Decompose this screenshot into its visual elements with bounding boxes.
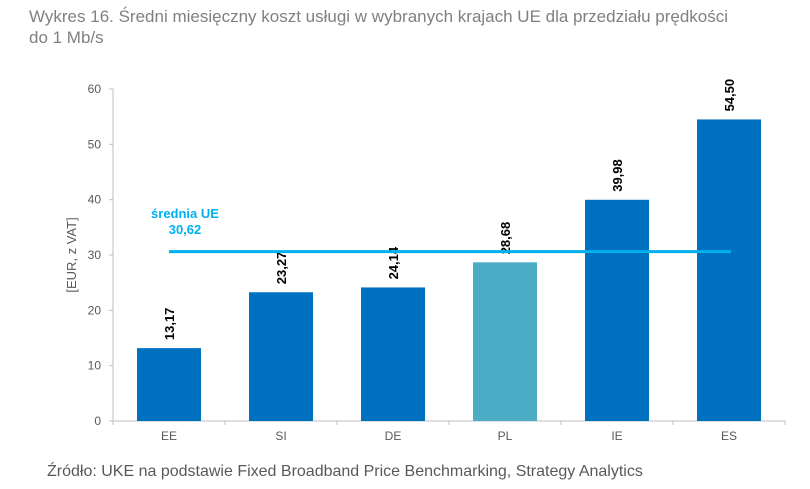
y-tick-label: 60	[88, 82, 102, 96]
x-tick-label: ES	[721, 429, 737, 443]
y-tick-label: 40	[88, 193, 102, 207]
data-label-ee: 13,17	[162, 308, 177, 341]
data-label-si: 23,27	[274, 252, 289, 285]
chart-title: Wykres 16. Średni miesięczny koszt usług…	[29, 6, 728, 48]
x-tick-label: IE	[611, 429, 622, 443]
data-label-de: 24,14	[386, 246, 401, 279]
eu-average-label: średnia UE	[151, 206, 219, 221]
y-axis-label: [EUR, z VAT]	[64, 217, 79, 292]
x-tick-label: EE	[161, 429, 177, 443]
eu-average-value: 30,62	[169, 222, 202, 237]
source-note: Źródło: UKE na podstawie Fixed Broadband…	[47, 463, 643, 480]
bar-es	[697, 119, 761, 421]
x-tick-label: PL	[498, 429, 513, 443]
bar-pl	[473, 262, 537, 421]
data-label-ie: 39,98	[610, 159, 625, 192]
x-tick-label: DE	[385, 429, 402, 443]
bar-ee	[137, 348, 201, 421]
y-tick-label: 20	[88, 303, 102, 317]
data-label-es: 54,50	[722, 79, 737, 112]
bar-ie	[585, 199, 649, 421]
y-tick-label: 30	[88, 248, 102, 262]
y-tick-label: 10	[88, 359, 102, 373]
title-line-1: Wykres 16. Średni miesięczny koszt usług…	[29, 7, 729, 26]
title-line-2: do 1 Mb/s	[29, 28, 104, 47]
x-tick-label: SI	[275, 429, 286, 443]
y-tick-label: 50	[88, 137, 102, 151]
bar-si	[249, 292, 313, 421]
bar-de	[361, 287, 425, 421]
y-tick-label: 0	[94, 414, 101, 428]
data-label-pl: 28,68	[498, 222, 513, 255]
